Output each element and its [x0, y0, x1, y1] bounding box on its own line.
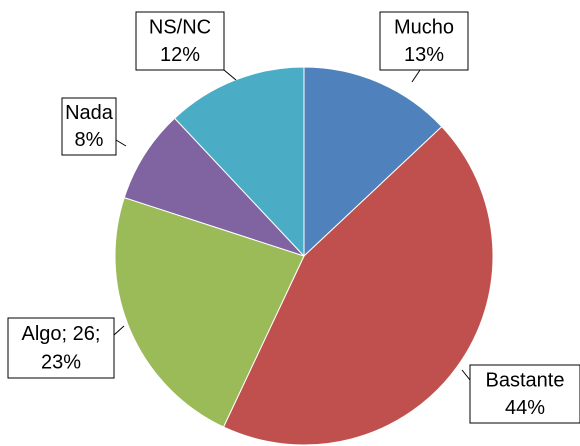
pie-slice	[222, 125, 494, 446]
label-box	[7, 317, 115, 379]
category-label: Bastante	[486, 370, 565, 392]
category-label: Algo; 26;	[22, 323, 101, 345]
category-label: Nada	[65, 102, 114, 124]
category-label: NS/NC	[149, 17, 211, 39]
data-label: 23%	[41, 351, 81, 373]
data-label: 44%	[505, 397, 545, 419]
pie-slice	[114, 196, 305, 428]
label-box	[61, 97, 117, 156]
data-label: 13%	[404, 44, 444, 66]
leader-line	[115, 139, 127, 147]
data-label: 12%	[160, 44, 200, 66]
pie-slice	[303, 66, 443, 258]
pie-slice	[173, 66, 305, 258]
label-box	[469, 364, 580, 424]
leader-line	[461, 369, 471, 381]
label-box	[379, 11, 469, 71]
leader-line	[411, 69, 421, 83]
category-label: Mucho	[394, 17, 454, 39]
leader-line	[223, 69, 237, 81]
pie-slice	[123, 117, 305, 257]
leader-line	[113, 325, 125, 336]
data-label: 8%	[75, 129, 104, 151]
label-box	[135, 11, 225, 71]
